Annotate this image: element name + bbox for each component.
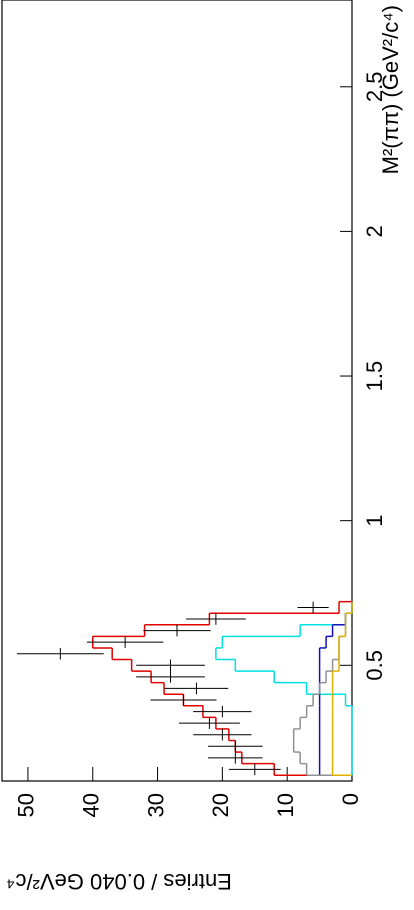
y-tick-label: 20 <box>208 793 233 817</box>
x-tick-label: 0.5 <box>362 650 387 681</box>
x-tick-label: 2 <box>362 225 387 237</box>
y-tick-label: 10 <box>273 793 298 817</box>
plot-area: M²(ππ) (GeV²/c⁴) Entries / 0.040 GeV²/c⁴… <box>1 0 403 894</box>
y-tick-label: 30 <box>143 793 168 817</box>
x-tick-label: 1 <box>362 515 387 527</box>
y-axis-label: Entries / 0.040 GeV²/c⁴ <box>6 869 232 894</box>
x-axis-label: M²(ππ) (GeV²/c⁴) <box>378 5 403 174</box>
x-tick-label: 1.5 <box>362 361 387 392</box>
x-tick-label: 2.5 <box>362 71 387 102</box>
y-tick-label: 0 <box>338 793 363 805</box>
frame <box>1 0 353 782</box>
y-tick-label: 50 <box>14 793 39 817</box>
y-tick-label: 40 <box>79 793 104 817</box>
